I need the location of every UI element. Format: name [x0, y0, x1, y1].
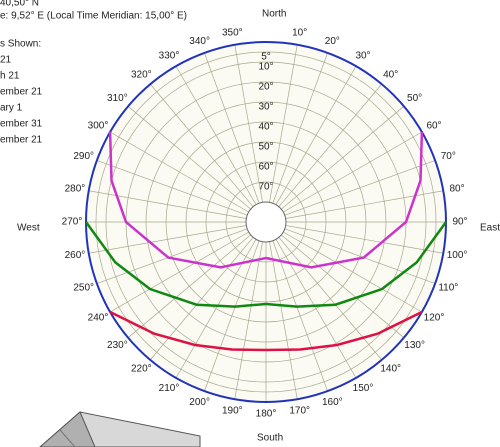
azimuth-grid	[284, 228, 436, 284]
azimuth-grid	[204, 240, 260, 392]
azimuth-grid	[281, 234, 405, 338]
azimuth-grid	[204, 52, 260, 204]
azimuth-label: 310°	[107, 93, 128, 104]
legend-entry: 21	[0, 55, 12, 66]
azimuth-label: 190°	[222, 406, 243, 417]
azimuth-grid	[150, 83, 254, 207]
azimuth-label: 100°	[447, 250, 468, 261]
azimuth-label: 290°	[73, 151, 94, 162]
azimuth-label: 60°	[426, 121, 441, 132]
legend-entry: ary 1	[0, 103, 23, 114]
azimuth-label: 210°	[159, 383, 180, 394]
azimuth-label: 160°	[322, 397, 343, 408]
legend-title: s Shown:	[0, 39, 41, 50]
altitude-label: 20°	[258, 82, 273, 93]
compass-east: East	[480, 223, 500, 234]
azimuth-label: 90°	[452, 217, 467, 228]
azimuth-label: 170°	[289, 406, 310, 417]
azimuth-label: 40°	[383, 70, 398, 81]
azimuth-grid	[281, 106, 405, 210]
azimuth-grid	[275, 65, 357, 205]
azimuth-label: 340°	[189, 36, 210, 47]
azimuth-label: 240°	[88, 313, 109, 324]
azimuth-label: 70°	[441, 151, 456, 162]
azimuth-grid	[285, 190, 444, 219]
azimuth-label: 220°	[131, 364, 152, 375]
azimuth-grid	[127, 106, 251, 210]
azimuth-label: 10°	[292, 28, 307, 39]
legend-entry: ember 21	[0, 135, 43, 146]
altitude-label: 50°	[258, 142, 273, 153]
azimuth-label: 270°	[62, 217, 83, 228]
azimuth-grid	[283, 131, 423, 213]
azimuth-grid	[284, 160, 436, 216]
header-longitude: e: 9,52° E (Local Time Meridian: 15,00° …	[0, 11, 187, 22]
azimuth-label: 280°	[65, 183, 86, 194]
azimuth-label: 20°	[325, 36, 340, 47]
azimuth-grid	[278, 83, 382, 207]
azimuth-grid	[175, 65, 257, 205]
compass-west: West	[17, 223, 40, 234]
azimuth-grid	[283, 231, 423, 313]
sun-path	[108, 131, 424, 269]
azimuth-grid	[272, 52, 328, 204]
azimuth-grid	[96, 160, 248, 216]
legend-entry: h 21	[0, 71, 20, 82]
azimuth-label: 320°	[131, 70, 152, 81]
altitude-label: 40°	[258, 122, 273, 133]
azimuth-label: 140°	[380, 364, 401, 375]
azimuth-label: 350°	[222, 28, 243, 39]
azimuth-grid	[285, 225, 444, 254]
azimuth-label: 230°	[107, 340, 128, 351]
azimuth-label: 50°	[407, 93, 422, 104]
sun-path	[84, 221, 448, 308]
azimuth-label: 300°	[88, 121, 109, 132]
compass-north: North	[262, 9, 286, 20]
azimuth-label: 120°	[424, 313, 445, 324]
altitude-label: 30°	[258, 102, 273, 113]
box-icon	[39, 411, 201, 447]
altitude-label: 5°	[261, 52, 271, 63]
azimuth-label: 200°	[189, 397, 210, 408]
azimuth-grid	[278, 237, 382, 361]
azimuth-grid	[109, 231, 249, 313]
azimuth-grid	[109, 131, 249, 213]
azimuth-grid	[96, 228, 248, 284]
altitude-label: 60°	[258, 162, 273, 173]
azimuth-grid	[269, 241, 298, 400]
legend-entry: ember 21	[0, 87, 43, 98]
azimuth-label: 80°	[449, 183, 464, 194]
altitude-label: 70°	[258, 182, 273, 193]
azimuth-grid	[88, 190, 247, 219]
compass-south: South	[257, 433, 283, 444]
zenith-hole	[245, 201, 287, 243]
header-latitude: 40,50° N	[0, 0, 39, 9]
azimuth-grid	[234, 241, 263, 400]
azimuth-grid	[127, 234, 251, 338]
azimuth-label: 30°	[355, 50, 370, 61]
azimuth-grid	[88, 225, 247, 254]
azimuth-label: 250°	[73, 282, 94, 293]
azimuth-grid	[234, 44, 263, 203]
azimuth-label: 260°	[65, 250, 86, 261]
azimuth-label: 180°	[256, 409, 277, 420]
azimuth-grid	[150, 237, 254, 361]
sun-path	[109, 310, 423, 352]
azimuth-label: 130°	[404, 340, 425, 351]
legend-entry: ember 31	[0, 119, 43, 130]
altitude-label: 10°	[258, 62, 273, 73]
azimuth-grid	[269, 44, 298, 203]
azimuth-grid	[272, 240, 328, 392]
azimuth-label: 110°	[438, 282, 458, 293]
azimuth-label: 330°	[159, 50, 180, 61]
azimuth-label: 150°	[353, 383, 374, 394]
